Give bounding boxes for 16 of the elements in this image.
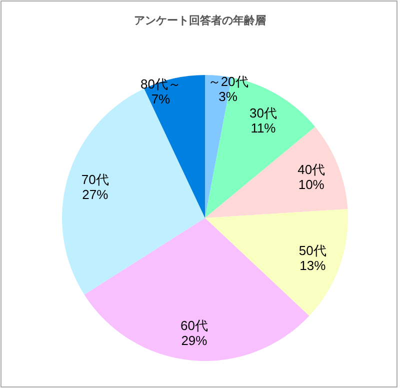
data-label: 27% [82, 187, 109, 202]
slice-label: 40代 [298, 162, 326, 177]
data-label: 3% [218, 88, 238, 104]
slice-label: 30代 [250, 106, 277, 121]
data-label: 7% [151, 92, 171, 107]
slice-label: 50代 [298, 242, 326, 258]
slice-label: 70代 [81, 172, 109, 188]
pie-slice [205, 209, 348, 316]
data-label: 11% [250, 120, 276, 136]
slice-label: 60代 [180, 318, 208, 333]
slice-label: ～20代 [208, 74, 248, 89]
data-label: 29% [181, 332, 208, 348]
pie-slice [62, 88, 205, 295]
data-label: 10% [298, 176, 325, 192]
data-label: 13% [300, 258, 326, 273]
chart-title: アンケート回答者の年齢層 [134, 14, 266, 27]
